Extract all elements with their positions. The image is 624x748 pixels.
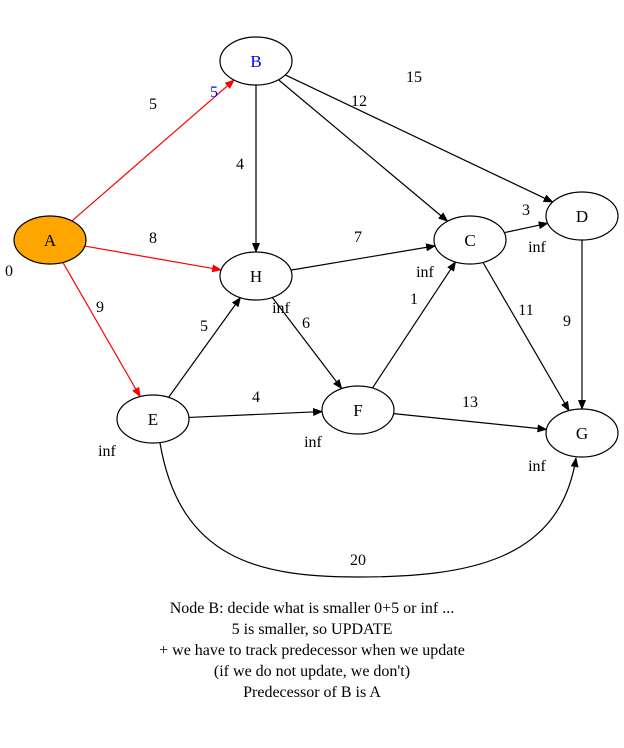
node-a: A: [13, 215, 87, 265]
edge-labels-layer: 5 8 9 4 12 15 7 6 3 11 9 5 4 20 1 13: [96, 69, 571, 569]
edge-weight-a-e: 9: [96, 299, 104, 316]
caption-line: Node B: decide what is smaller 0+5 or in…: [169, 600, 455, 617]
node-a-ellipse: [13, 215, 87, 265]
edge-weight-h-c: 7: [354, 229, 362, 246]
edge-weight-d-g: 9: [563, 313, 571, 330]
edge-weight-b-h: 4: [236, 156, 244, 173]
edge-b-c: [278, 79, 449, 222]
distance-label-a: 0: [5, 263, 13, 280]
edge-b-d: [285, 74, 554, 203]
nodes-layer: A B C D E F G H: [13, 36, 619, 458]
edge-a-b: [71, 79, 235, 222]
edge-weight-e-g: 20: [350, 552, 366, 569]
edge-h-c: [290, 243, 437, 271]
distance-labels-layer: 0 5 inf inf inf inf inf inf: [5, 84, 547, 475]
edge-c-d: [504, 221, 549, 234]
distance-label-c: inf: [416, 264, 434, 281]
node-c: C: [433, 215, 507, 265]
explanation-caption: Node B: decide what is smaller 0+5 or in…: [0, 598, 624, 703]
graph-canvas: 5 8 9 4 12 15 7 6 3 11 9 5 4 20 1 13 A B C D E F G H 0 5 inf inf i…: [5, 36, 619, 578]
edge-weight-a-b: 5: [149, 96, 157, 113]
edge-weight-e-f: 4: [252, 389, 260, 406]
edge-a-e: [62, 262, 141, 398]
node-d-ellipse: [545, 191, 619, 241]
distance-label-h: inf: [272, 300, 290, 317]
node-b-label: B: [250, 52, 261, 71]
edge-weight-f-g: 13: [462, 394, 478, 411]
node-h-ellipse: [219, 251, 293, 301]
node-g-label: G: [576, 424, 588, 443]
edge-a-h: [84, 245, 223, 273]
caption-line: + we have to track predecessor when we u…: [159, 642, 465, 659]
edge-weight-b-c: 12: [351, 93, 367, 110]
node-a-label: A: [44, 231, 57, 250]
edge-h-f: [271, 297, 343, 390]
node-c-ellipse: [433, 215, 507, 265]
caption-line: 5 is smaller, so UPDATE: [231, 621, 393, 638]
node-d-label: D: [576, 207, 588, 226]
node-g: G: [545, 408, 619, 458]
caption-line: (if we do not update, we don't): [213, 663, 411, 680]
edge-e-f: [188, 407, 324, 419]
node-e-label: E: [148, 410, 158, 429]
distance-label-d: inf: [528, 239, 546, 256]
node-h: H: [219, 251, 293, 301]
distance-label-f: inf: [304, 434, 322, 451]
node-f-label: F: [353, 401, 362, 420]
distance-label-g: inf: [528, 458, 546, 475]
edge-weight-h-f: 6: [302, 315, 310, 332]
edge-c-g: [482, 262, 570, 412]
node-f-ellipse: [321, 385, 395, 435]
edge-f-g: [393, 413, 548, 433]
edge-weight-e-h: 5: [200, 318, 208, 335]
caption-line: Predecessor of B is A: [243, 684, 381, 701]
edges-layer: [62, 74, 586, 578]
node-h-label: H: [250, 267, 262, 286]
edge-weight-c-d: 3: [522, 202, 530, 219]
node-g-ellipse: [545, 408, 619, 458]
node-e-ellipse: [116, 394, 190, 444]
edge-weight-c-g: 11: [518, 302, 533, 319]
node-b-ellipse: [219, 36, 293, 86]
node-b: B: [219, 36, 293, 86]
edge-e-g: [159, 442, 579, 578]
distance-label-b: 5: [210, 84, 218, 101]
edge-weight-a-h: 8: [149, 230, 157, 247]
edge-weight-f-c: 1: [410, 291, 418, 308]
distance-label-e: inf: [98, 443, 116, 460]
edge-f-c: [371, 261, 457, 389]
node-f: F: [321, 385, 395, 435]
node-c-label: C: [464, 231, 475, 250]
edge-weight-b-d: 15: [406, 69, 422, 86]
node-e: E: [116, 394, 190, 444]
edge-e-h: [168, 296, 242, 398]
node-d: D: [545, 191, 619, 241]
